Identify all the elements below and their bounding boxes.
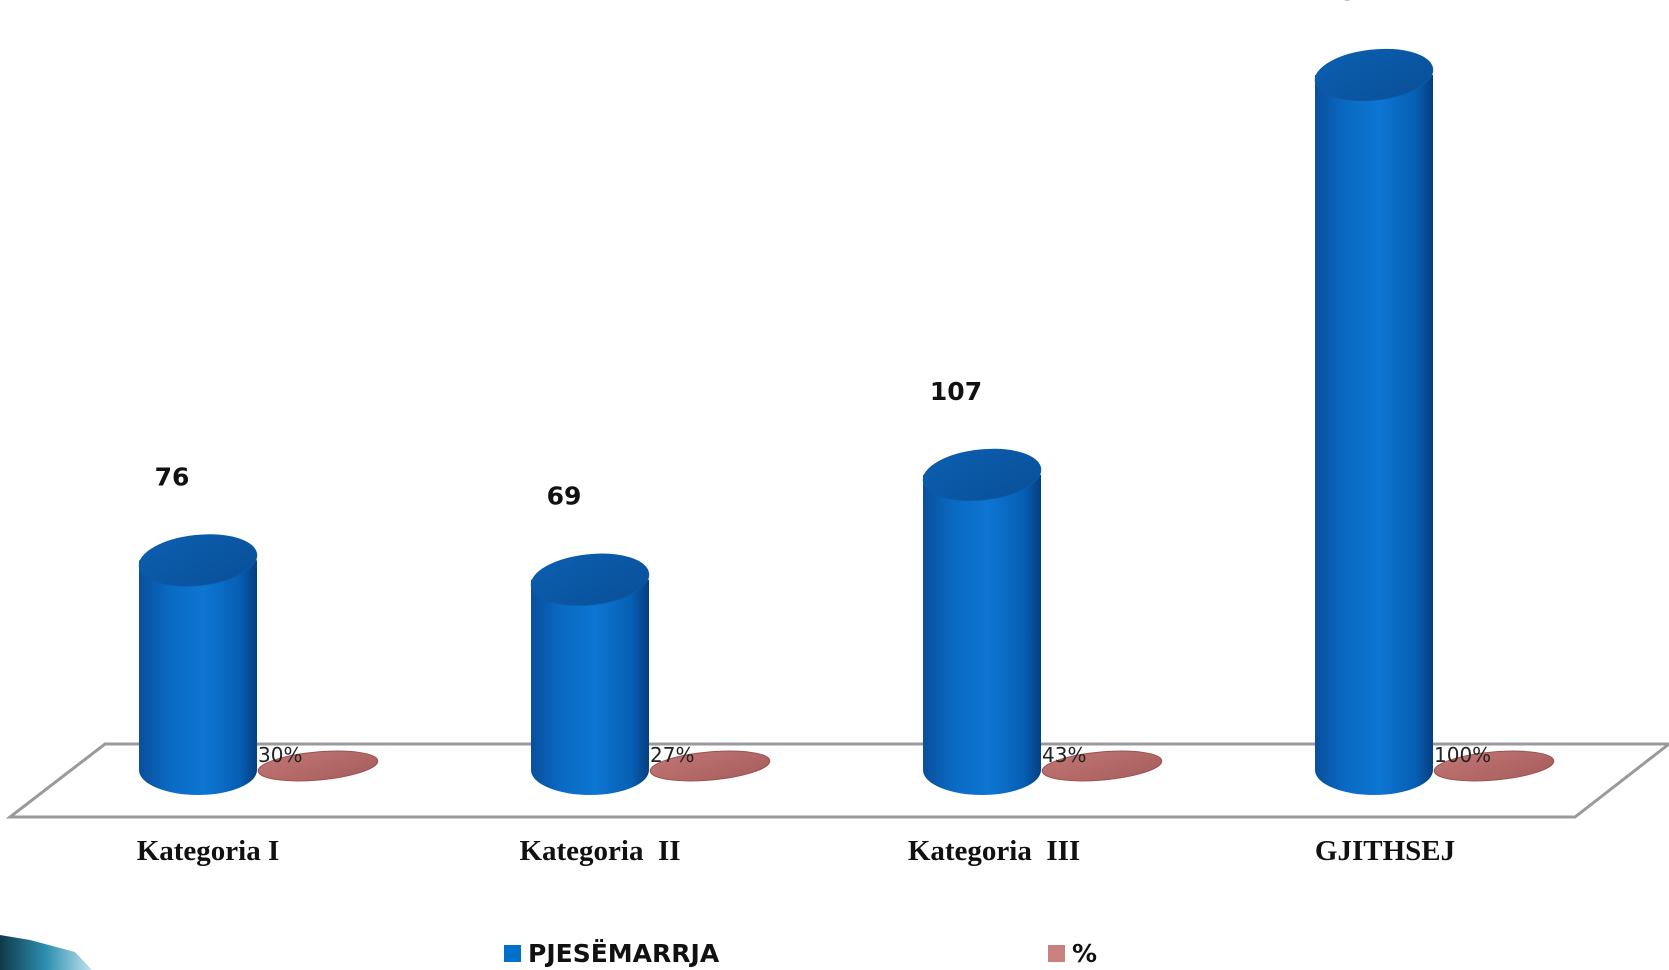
data-label-percent-gjithsej: 100% <box>1434 743 1491 767</box>
legend-swatch-pjesemarrja <box>504 945 521 962</box>
bar-top-pjesemarrja-kategoria-ii <box>530 553 650 606</box>
data-label-pjesemarrja-kategoria-i: 76 <box>155 462 190 491</box>
bar-pjesemarrja-gjithsej <box>1315 75 1433 795</box>
bar-percent-gjithsej <box>1433 750 1555 782</box>
data-label-pjesemarrja-kategoria-iii: 107 <box>930 377 982 406</box>
bar-top-pjesemarrja-gjithsej <box>1314 48 1434 102</box>
data-label-percent-kategoria-iii: 43% <box>1042 743 1086 767</box>
category-label-kategoria-ii: Kategoria II <box>519 835 680 867</box>
chart-floor <box>5 742 1669 819</box>
bar-pjesemarrja-kategoria-iii <box>923 474 1041 795</box>
bar-percent-kategoria-i <box>257 750 379 782</box>
data-label-pjesemarrja-gjithsej: 252 <box>1322 0 1374 6</box>
bar-top-pjesemarrja-kategoria-i <box>138 534 258 587</box>
bar-percent-kategoria-iii <box>1041 750 1163 782</box>
category-label-gjithsej: GJITHSEJ <box>1315 835 1455 867</box>
legend-swatch-percent <box>1048 945 1065 962</box>
bar-pjesemarrja-kategoria-ii <box>531 579 649 795</box>
data-label-pjesemarrja-kategoria-ii: 69 <box>547 482 582 511</box>
legend: PJESËMARRJA % <box>504 938 1097 968</box>
bars-layer <box>138 48 1555 795</box>
data-label-percent-kategoria-i: 30% <box>258 743 302 767</box>
legend-label-pjesemarrja: PJESËMARRJA <box>528 938 720 968</box>
labels-layer: 76 30% Kategoria I 69 27% Kategoria II 107 43% K… <box>137 0 1491 867</box>
bar-pjesemarrja-kategoria-i <box>139 560 257 795</box>
data-label-percent-kategoria-ii: 27% <box>650 743 694 767</box>
slide-corner-arrow-icon <box>0 935 92 970</box>
legend-label-percent: % <box>1072 939 1097 968</box>
category-label-kategoria-iii: Kategoria III <box>908 835 1080 867</box>
category-label-kategoria-i: Kategoria I <box>137 835 280 867</box>
bar-top-pjesemarrja-kategoria-iii <box>922 448 1042 502</box>
bar-percent-kategoria-ii <box>649 750 771 782</box>
